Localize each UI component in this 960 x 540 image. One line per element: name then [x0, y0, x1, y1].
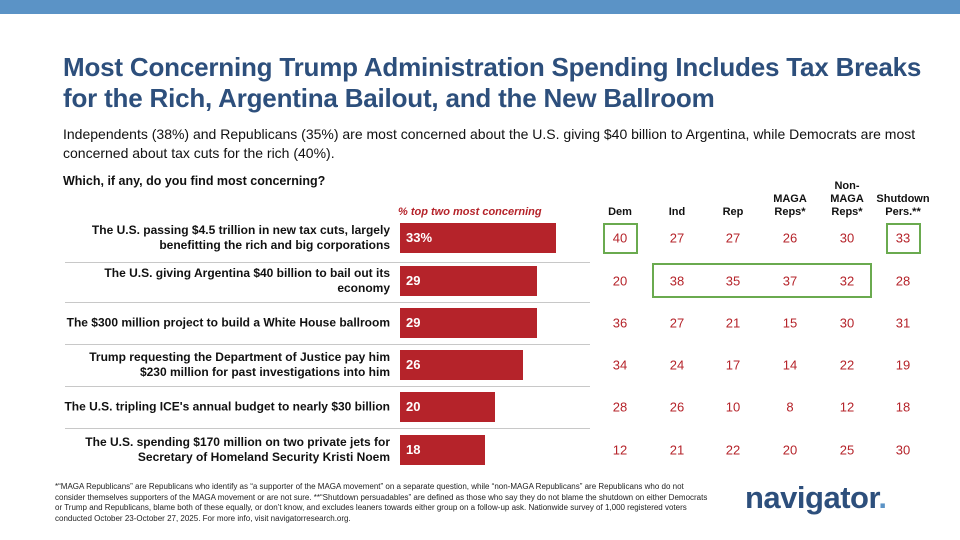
bar: 26 — [400, 350, 523, 380]
table-cell: 26 — [669, 399, 685, 415]
table-cell: 20 — [612, 273, 628, 289]
bar: 29 — [400, 266, 538, 296]
table-cell: 27 — [725, 230, 741, 246]
table-cell: 35 — [725, 273, 741, 289]
column-header: Dem — [608, 206, 632, 218]
table-cell: 24 — [669, 357, 685, 373]
table-cell: 28 — [612, 399, 628, 415]
table-cell: 12 — [839, 399, 855, 415]
bar: 20 — [400, 392, 495, 422]
table-cell: 22 — [839, 357, 855, 373]
bar-value-label: 29 — [406, 273, 421, 288]
question: Which, if any, do you find most concerni… — [63, 174, 326, 188]
row-separator — [65, 386, 590, 387]
footnote: *“MAGA Republicans” are Republicans who … — [55, 482, 708, 523]
table-cell: 21 — [725, 315, 741, 331]
table-cell: 30 — [839, 230, 855, 246]
top-stripe — [0, 0, 960, 14]
bar: 33% — [400, 223, 557, 253]
bar: 18 — [400, 435, 486, 465]
highlight-box — [603, 223, 638, 254]
table-cell: 27 — [669, 315, 685, 331]
table-cell: 15 — [782, 315, 798, 331]
logo-text: navigator — [745, 480, 879, 515]
bar-value-label: 33% — [406, 230, 433, 245]
title: Most Concerning Trump Administration Spe… — [63, 52, 922, 113]
category-label: The U.S. passing $4.5 trillion in new ta… — [91, 223, 390, 252]
highlight-box — [886, 223, 921, 254]
category-label: The U.S. tripling ICE's annual budget to… — [64, 399, 390, 414]
table-cell: 19 — [895, 357, 911, 373]
column-header: Ind — [668, 206, 686, 218]
category-label: The U.S. spending $170 million on two pr… — [85, 435, 390, 464]
table-cell: 36 — [612, 315, 628, 331]
table-cell: 20 — [782, 442, 798, 458]
row-separator — [65, 344, 590, 345]
bar-value-label: 26 — [406, 357, 421, 372]
row-separator — [65, 302, 590, 303]
table-cell: 26 — [782, 230, 798, 246]
bar-value-label: 20 — [406, 399, 421, 414]
logo: navigator. — [745, 480, 887, 516]
table-cell: 21 — [669, 442, 685, 458]
table-cell: 8 — [786, 399, 794, 415]
category-label: The $300 million project to build a Whit… — [66, 315, 390, 330]
table-cell: 30 — [839, 315, 855, 331]
bar-header: % top two most concerning — [398, 206, 542, 218]
bar: 29 — [400, 308, 538, 338]
bar-value-label: 29 — [406, 315, 421, 330]
column-header: Shutdown Pers.** — [876, 193, 930, 218]
table-cell: 38 — [669, 273, 685, 289]
table-cell: 31 — [895, 315, 911, 331]
highlight-box — [652, 263, 872, 298]
table-cell: 28 — [895, 273, 911, 289]
row-separator — [65, 428, 590, 429]
table-cell: 22 — [725, 442, 741, 458]
table-cell: 18 — [895, 399, 911, 415]
column-header: Non-MAGA Reps* — [830, 180, 864, 218]
table-cell: 34 — [612, 357, 628, 373]
table-cell: 17 — [725, 357, 741, 373]
table-cell: 37 — [782, 273, 798, 289]
column-header: Rep — [722, 206, 744, 218]
table-cell: 40 — [612, 230, 628, 246]
subtitle: Independents (38%) and Republicans (35%)… — [63, 126, 916, 161]
table-cell: 10 — [725, 399, 741, 415]
logo-dot: . — [878, 480, 887, 515]
category-label: The U.S. giving Argentina $40 billion to… — [104, 266, 390, 295]
column-header: MAGA Reps* — [773, 193, 807, 218]
table-cell: 32 — [839, 273, 855, 289]
table-cell: 14 — [782, 357, 798, 373]
table-cell: 30 — [895, 442, 911, 458]
row-separator — [65, 262, 590, 263]
bar-value-label: 18 — [406, 442, 421, 457]
table-cell: 27 — [669, 230, 685, 246]
table-cell: 25 — [839, 442, 855, 458]
table-cell: 12 — [612, 442, 628, 458]
category-label: Trump requesting the Department of Justi… — [89, 350, 390, 379]
table-cell: 33 — [895, 230, 911, 246]
